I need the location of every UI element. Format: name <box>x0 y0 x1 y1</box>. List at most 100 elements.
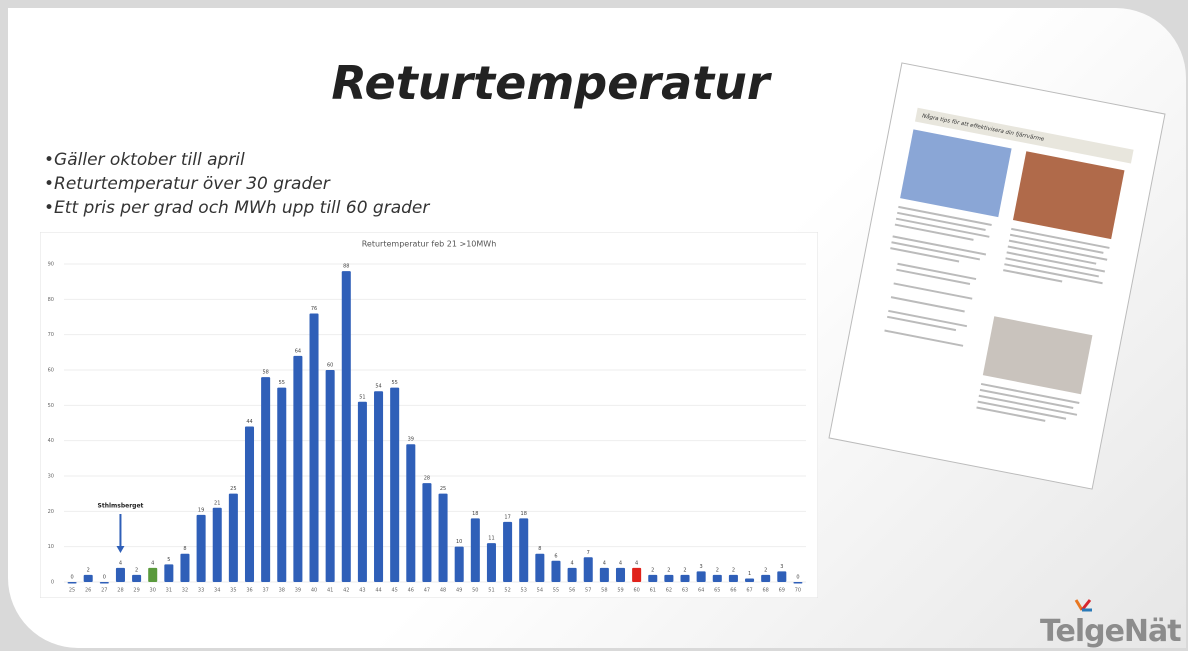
x-tick-label: 57 <box>585 588 591 594</box>
data-label: 6 <box>554 553 557 559</box>
data-label: 5 <box>167 557 170 563</box>
x-tick-label: 56 <box>569 588 575 594</box>
bar <box>310 313 319 582</box>
bar <box>761 575 770 582</box>
bar <box>697 571 706 582</box>
data-label: 10 <box>456 539 462 545</box>
data-label: 55 <box>391 380 397 386</box>
data-label: 88 <box>343 264 349 270</box>
data-label: 8 <box>183 546 186 552</box>
logo: TelgeNät <box>1040 614 1181 649</box>
x-tick-label: 43 <box>359 588 365 594</box>
data-label: 55 <box>279 380 285 386</box>
y-tick-label: 90 <box>48 262 54 268</box>
x-tick-label: 36 <box>246 588 252 594</box>
bar <box>164 564 173 582</box>
x-tick-label: 26 <box>85 588 91 594</box>
bar <box>632 568 641 582</box>
x-tick-label: 66 <box>730 588 736 594</box>
bar <box>390 388 399 582</box>
bar <box>293 356 302 582</box>
x-tick-label: 63 <box>682 588 688 594</box>
data-label: 25 <box>230 486 236 492</box>
bar <box>132 575 141 582</box>
bar <box>471 518 480 582</box>
data-label: 4 <box>571 560 574 566</box>
data-label: 4 <box>635 560 638 566</box>
bar <box>568 568 577 582</box>
bar <box>777 571 786 582</box>
x-tick-label: 54 <box>537 588 543 594</box>
data-label: 2 <box>764 567 767 573</box>
data-label: 18 <box>521 511 527 517</box>
x-tick-label: 46 <box>408 588 414 594</box>
bar <box>261 377 270 582</box>
x-tick-label: 58 <box>601 588 607 594</box>
data-label: 4 <box>119 560 122 566</box>
x-tick-label: 53 <box>521 588 527 594</box>
x-tick-label: 50 <box>472 588 478 594</box>
x-tick-label: 40 <box>311 588 317 594</box>
data-label: 18 <box>472 511 478 517</box>
bar <box>197 515 206 582</box>
x-tick-label: 33 <box>198 588 204 594</box>
data-label: 58 <box>262 370 268 376</box>
bar <box>68 582 77 584</box>
bar <box>681 575 690 582</box>
x-tick-label: 51 <box>488 588 494 594</box>
data-label: 64 <box>295 348 301 354</box>
x-tick-label: 31 <box>166 588 172 594</box>
x-tick-label: 42 <box>343 588 349 594</box>
data-label: 17 <box>504 514 510 520</box>
bar <box>439 494 448 582</box>
x-tick-label: 44 <box>375 588 381 594</box>
bar <box>100 582 109 584</box>
bar <box>729 575 738 582</box>
bar <box>116 568 125 582</box>
bar <box>487 543 496 582</box>
bar <box>180 554 189 582</box>
slide: Returtemperatur Gäller oktober till apri… <box>8 8 1186 648</box>
x-tick-label: 32 <box>182 588 188 594</box>
data-label: 28 <box>424 476 430 482</box>
bar <box>148 568 157 582</box>
x-tick-label: 69 <box>779 588 785 594</box>
x-tick-label: 55 <box>553 588 559 594</box>
data-label: 2 <box>135 567 138 573</box>
y-tick-label: 10 <box>48 544 54 550</box>
bar <box>535 554 544 582</box>
data-label: 19 <box>198 507 204 513</box>
bar <box>342 271 351 582</box>
x-tick-label: 38 <box>279 588 285 594</box>
y-tick-label: 0 <box>51 580 54 586</box>
x-tick-label: 28 <box>117 588 123 594</box>
x-tick-label: 25 <box>69 588 75 594</box>
data-label: 3 <box>780 564 783 570</box>
bar <box>84 575 93 582</box>
y-tick-label: 30 <box>48 474 54 480</box>
data-label: 2 <box>667 567 670 573</box>
data-label: 7 <box>587 550 590 556</box>
x-tick-label: 67 <box>746 588 752 594</box>
annotation: Sthlmsberget <box>98 503 144 510</box>
bar <box>713 575 722 582</box>
y-tick-label: 40 <box>48 438 54 444</box>
x-tick-label: 27 <box>101 588 107 594</box>
chart-title: Returtemperatur feb 21 >10MWh <box>362 240 497 249</box>
bar <box>245 427 254 582</box>
data-label: 51 <box>359 394 365 400</box>
data-label: 21 <box>214 500 220 506</box>
x-tick-label: 70 <box>795 588 801 594</box>
data-label: 4 <box>603 560 606 566</box>
bar <box>600 568 609 582</box>
data-label: 1 <box>748 571 751 577</box>
data-label: 8 <box>538 546 541 552</box>
x-tick-label: 60 <box>633 588 639 594</box>
bar <box>326 370 335 582</box>
bar <box>519 518 528 582</box>
data-label: 0 <box>70 575 73 581</box>
x-tick-label: 62 <box>666 588 672 594</box>
data-label: 2 <box>716 567 719 573</box>
data-label: 0 <box>103 575 106 581</box>
x-tick-label: 29 <box>133 588 139 594</box>
